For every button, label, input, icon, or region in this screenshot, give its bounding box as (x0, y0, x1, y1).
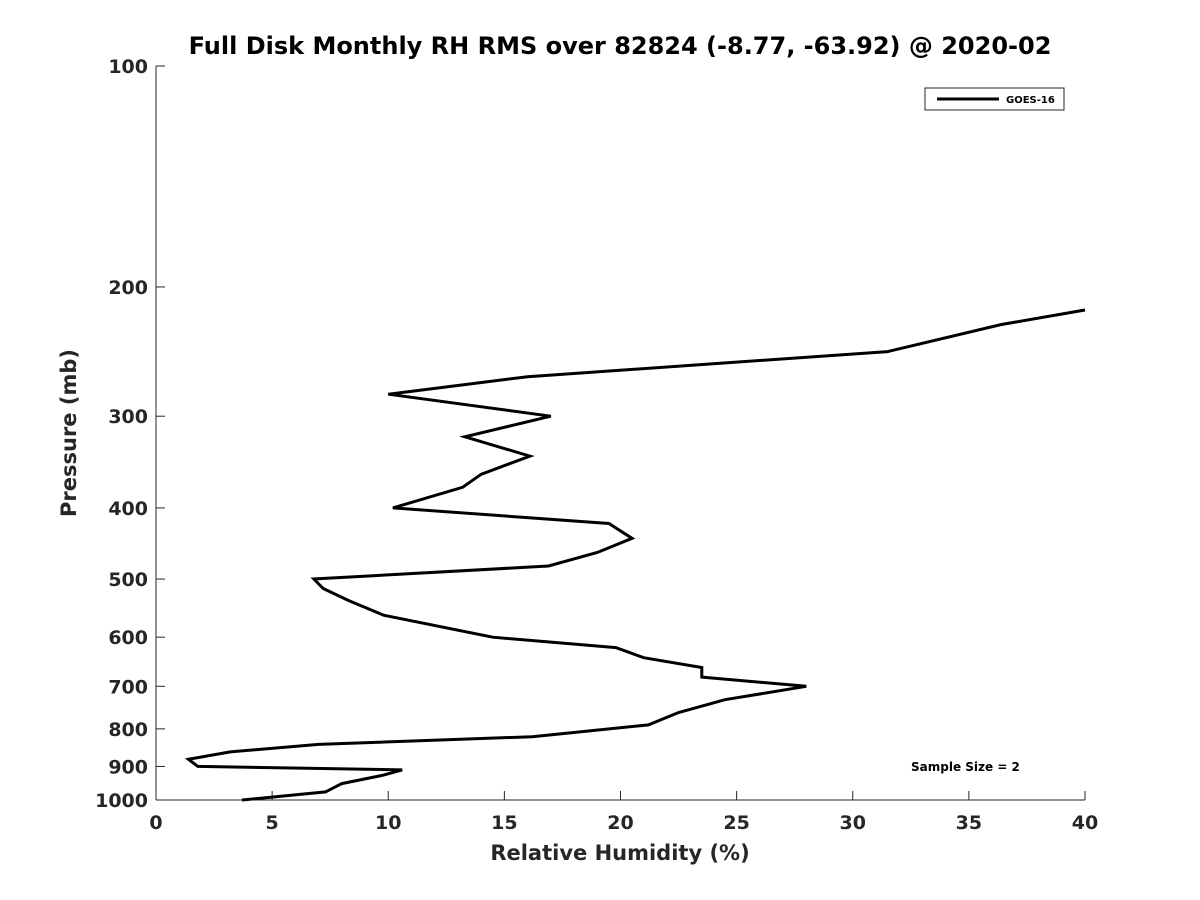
series-line-goes-16 (184, 308, 1086, 802)
legend: GOES-16 (924, 87, 1065, 111)
y-tick-label: 400 (108, 498, 148, 520)
x-tick-label: 20 (607, 812, 633, 834)
x-tick-label: 30 (840, 812, 866, 834)
x-tick-label: 10 (375, 812, 401, 834)
axes (155, 66, 1085, 801)
y-tick-label: 700 (108, 676, 148, 698)
y-axis-label: Pressure (mb) (57, 349, 81, 517)
y-tick-label: 100 (108, 56, 148, 78)
x-tick-label: 25 (723, 812, 749, 834)
y-tick-label: 300 (108, 406, 148, 428)
chart-title: Full Disk Monthly RH RMS over 82824 (-8.… (189, 32, 1052, 60)
y-tick-label: 200 (108, 277, 148, 299)
x-tick-label: 5 (266, 812, 279, 834)
x-ticks: 0 5 10 15 20 25 30 35 40 (149, 791, 1098, 834)
x-tick-label: 35 (956, 812, 982, 834)
y-ticks: 100 200 300 400 500 600 700 800 900 1000 (95, 56, 165, 812)
y-tick-label: 1000 (95, 790, 148, 812)
sample-size-annotation: Sample Size = 2 (911, 760, 1020, 774)
y-tick-label: 600 (108, 627, 148, 649)
x-tick-label: 40 (1072, 812, 1098, 834)
series-layer (184, 308, 1086, 802)
y-tick-label: 500 (108, 569, 148, 591)
legend-label-goes-16: GOES-16 (1006, 95, 1055, 106)
x-axis-label: Relative Humidity (%) (490, 841, 749, 865)
x-tick-label: 0 (149, 812, 162, 834)
y-tick-label: 800 (108, 719, 148, 741)
x-tick-label: 15 (491, 812, 517, 834)
y-tick-label: 900 (108, 756, 148, 778)
